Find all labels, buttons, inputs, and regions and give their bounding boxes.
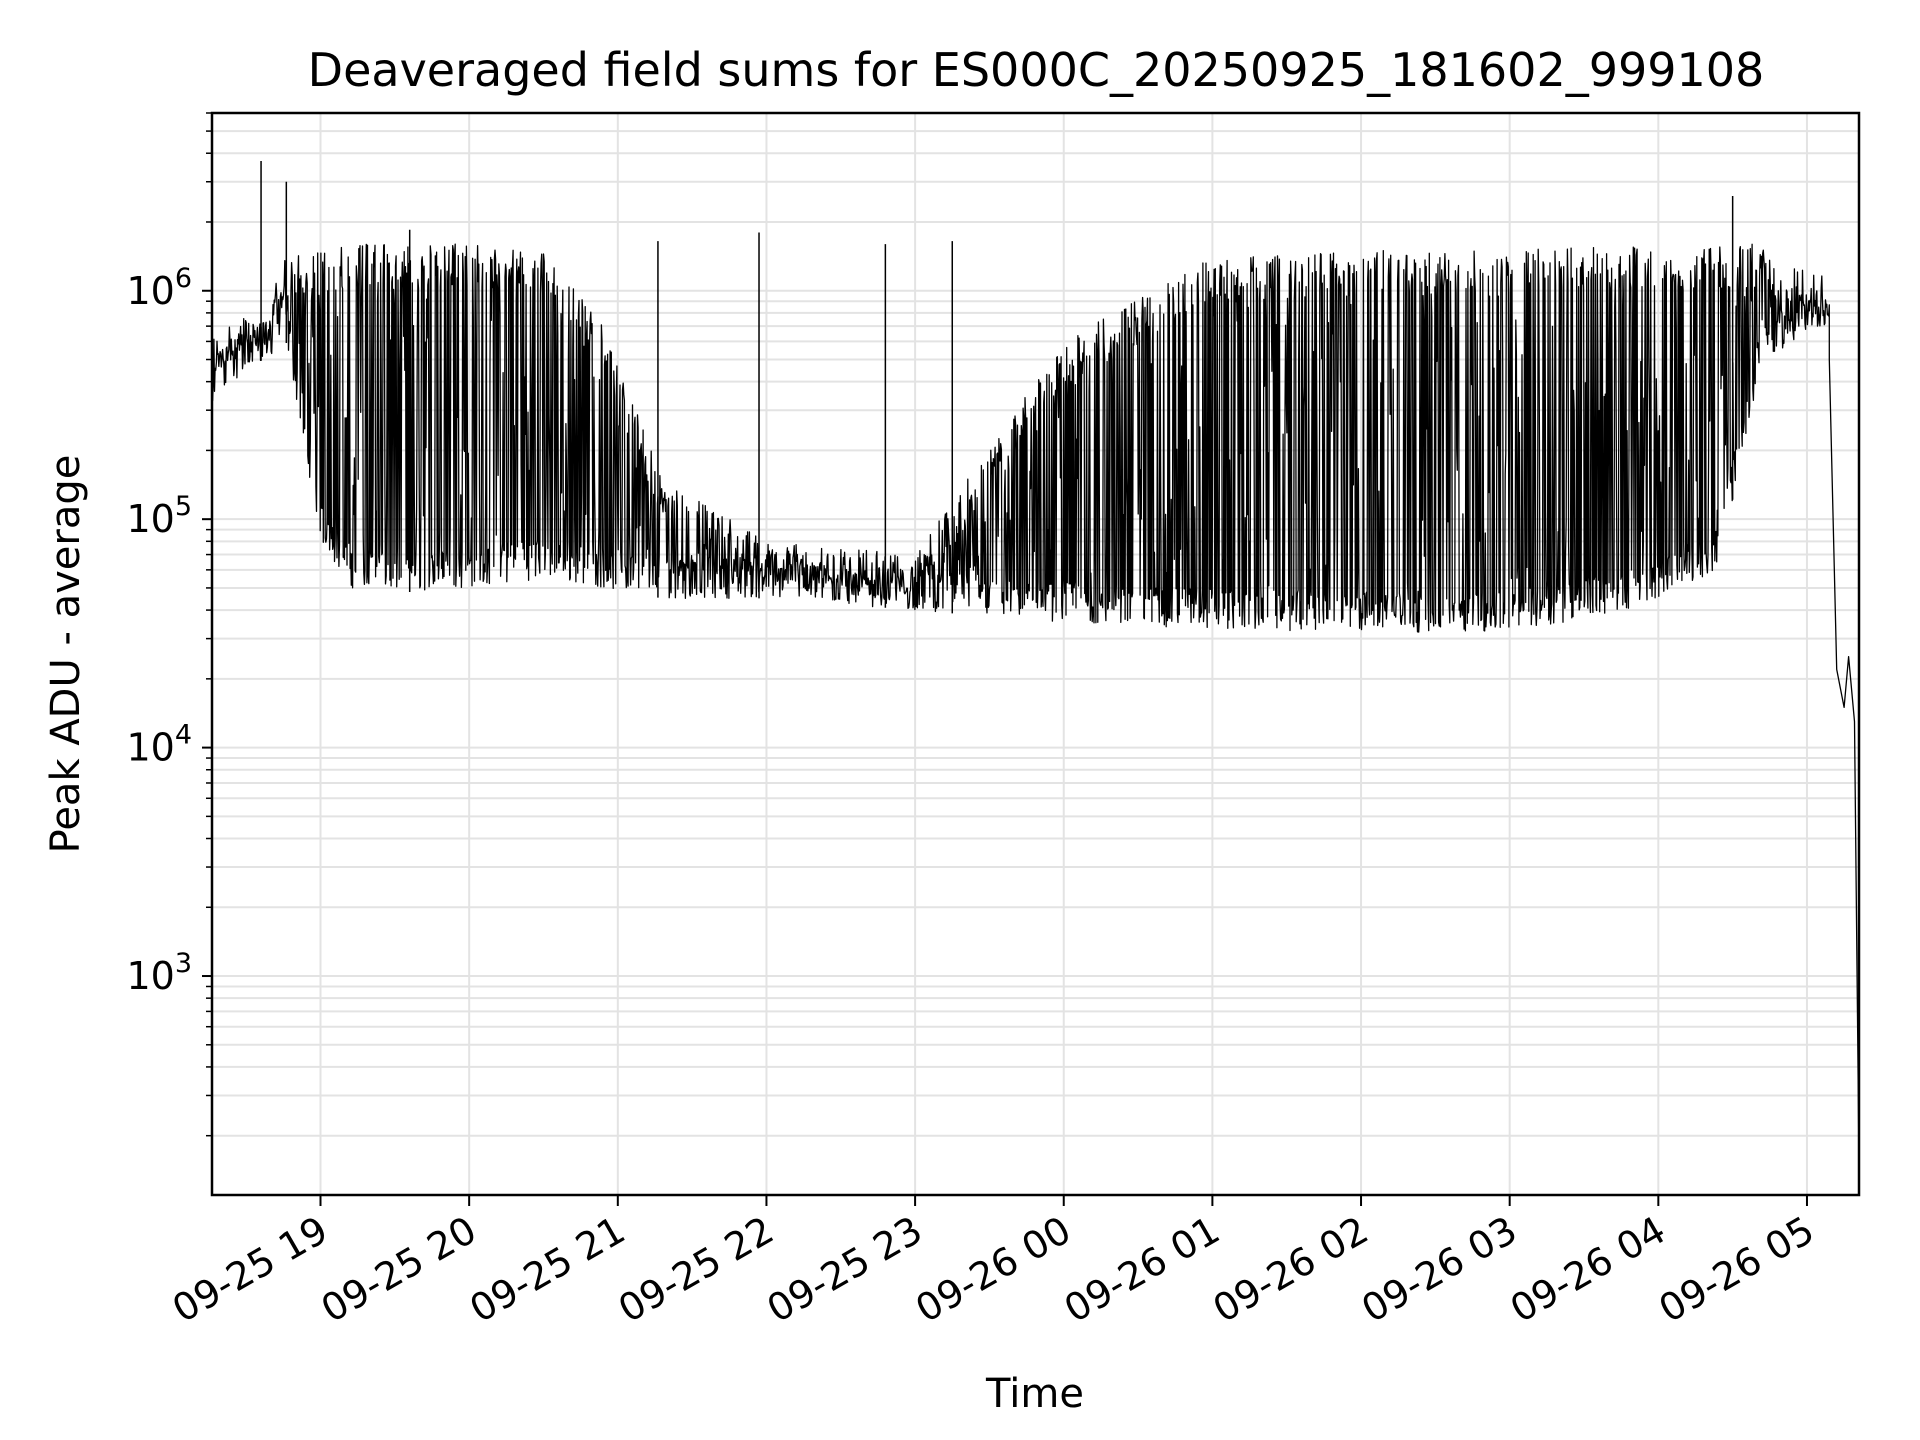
x-tick-label: 09-26 05	[1652, 1208, 1822, 1332]
y-tick-label: 103	[126, 948, 192, 998]
x-axis-label: Time	[985, 1371, 1084, 1417]
x-tick-label: 09-25 22	[611, 1208, 781, 1332]
data-series	[211, 160, 1860, 1165]
y-axis-label: Peak ADU - average	[43, 455, 89, 854]
x-tick-label: 09-26 00	[908, 1208, 1078, 1332]
y-tick-base: 10	[126, 269, 174, 313]
y-tick-base: 10	[126, 726, 174, 770]
y-tick-exponent: 5	[175, 491, 192, 522]
plot-frame	[210, 111, 1861, 1197]
y-tick-label: 105	[126, 491, 192, 541]
x-tick-label: 09-25 23	[760, 1208, 930, 1332]
y-tick-label: 104	[126, 720, 192, 770]
x-tick-label: 09-25 19	[165, 1208, 335, 1332]
y-tick-exponent: 6	[175, 263, 192, 294]
x-tick-label: 09-25 20	[314, 1208, 484, 1332]
x-tick-label: 09-26 04	[1503, 1208, 1673, 1332]
x-tick-label: 09-25 21	[462, 1208, 632, 1332]
y-tick-base: 10	[126, 497, 174, 541]
y-tick-base: 10	[126, 954, 174, 998]
y-tick-exponent: 4	[175, 720, 192, 751]
x-tick-label: 09-26 02	[1206, 1208, 1376, 1332]
series-line	[211, 243, 1860, 1165]
y-tick-label: 106	[126, 263, 192, 313]
y-tick-exponent: 3	[175, 948, 192, 979]
x-tick-label: 09-26 03	[1354, 1208, 1524, 1332]
chart-title: Deaveraged field sums for ES000C_2025092…	[308, 43, 1765, 97]
x-tick-label: 09-26 01	[1057, 1208, 1227, 1332]
